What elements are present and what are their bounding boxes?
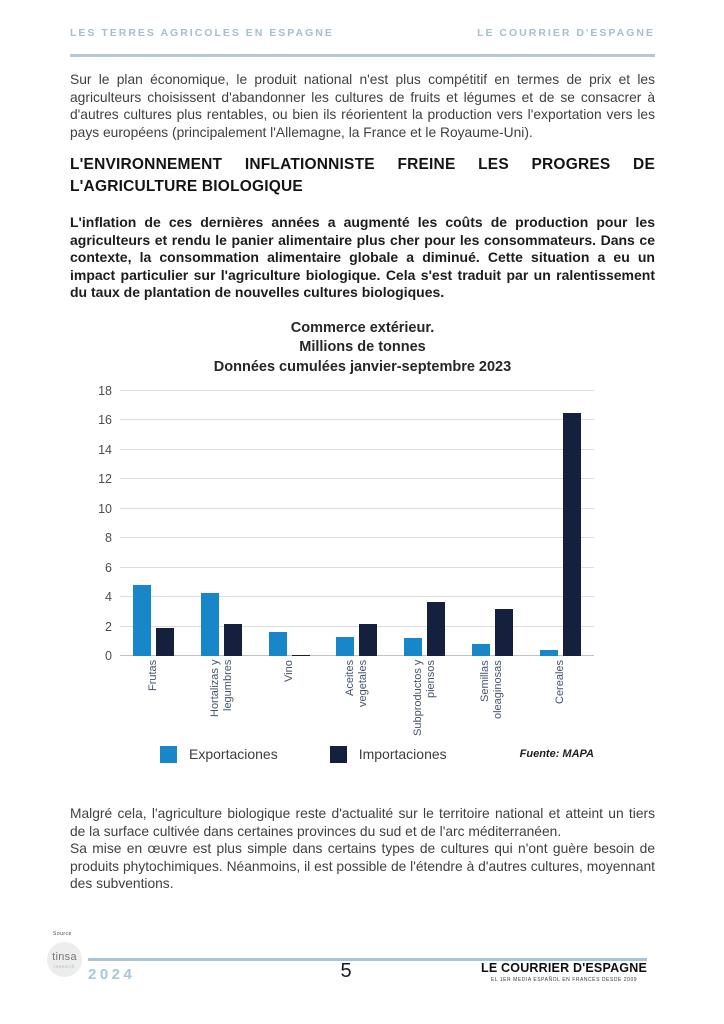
footer-rule	[88, 958, 647, 961]
y-tick-label-4: 4	[105, 590, 112, 605]
bar-group-cereales	[526, 391, 594, 656]
x-axis-label: Hortalizas y legumbres	[208, 660, 234, 718]
gridline-0	[120, 655, 594, 656]
x-label-cell: Subproductos y piensos	[391, 656, 459, 742]
legend-item-importaciones: Importaciones	[329, 745, 447, 763]
bar-group-aceites-vegetales	[323, 391, 391, 656]
bar-importaciones-subproductos-y-piensos	[427, 601, 446, 656]
legend-label-importaciones: Importaciones	[358, 746, 447, 762]
bar-group-semillas-oleaginosas	[459, 391, 527, 656]
gridline-12	[120, 478, 594, 480]
bar-exportaciones-hortalizas-y-legumbres	[201, 592, 220, 656]
page-number: 5	[340, 960, 352, 982]
bar-importaciones-semillas-oleaginosas	[494, 608, 513, 656]
bar-group-frutas	[120, 391, 188, 656]
x-label-cell: Cereales	[526, 656, 594, 742]
chart-plot: 0 2 4 6 8 10 12 14 16 18	[98, 384, 594, 663]
brand-name: LE COURRIER D'ESPAGNE	[481, 961, 647, 975]
x-label-cell: Semillas oleaginosas	[459, 656, 527, 742]
x-axis-label: Cereales	[553, 660, 566, 705]
bar-group-hortalizas-y-legumbres	[188, 391, 256, 656]
section-heading: L'ENVIRONNEMENT INFLATIONNISTE FREINE LE…	[70, 156, 655, 195]
y-tick-label-14: 14	[98, 442, 112, 457]
bar-group-vino	[255, 391, 323, 656]
y-tick-label-12: 12	[98, 472, 112, 487]
chart-caption: Données cumulées janvier-septembre 2023	[213, 358, 512, 375]
footer-brand: LE COURRIER D'ESPAGNE EL 1ER MEDIA ESPAÑ…	[481, 961, 647, 983]
y-tick-label-0: 0	[105, 649, 112, 663]
closing-block: Malgré cela, l'agriculture biologique re…	[70, 805, 655, 893]
tinsa-logo-text: tinsa	[52, 950, 77, 963]
closing-paragraph-1: Malgré cela, l'agriculture biologique re…	[70, 806, 655, 839]
gridline-18	[120, 390, 594, 391]
gridline-14	[120, 448, 594, 450]
brand-tagline: EL 1ER MEDIA ESPAÑOL EN FRANCÉS DESDE 20…	[490, 977, 638, 983]
chart-legend-items: Exportaciones Importaciones	[160, 745, 447, 763]
header-right-title: LE COURRIER D'ESPAGNE	[477, 27, 655, 39]
bar-exportaciones-cereales	[539, 650, 558, 656]
tinsa-logo: tinsa research	[47, 942, 82, 977]
gridline-8	[120, 537, 594, 539]
y-tick-label-18: 18	[98, 384, 112, 398]
bar-importaciones-hortalizas-y-legumbres	[224, 623, 243, 656]
legend-item-exportaciones: Exportaciones	[160, 745, 278, 763]
gridline-6	[120, 566, 594, 568]
x-axis-label: Semillas oleaginosas	[479, 660, 505, 719]
chart-source-note: Fuente: MAPA	[519, 748, 594, 760]
chart-title-block: Commerce extérieur. Millions de tonnes D…	[70, 319, 655, 378]
chart-legend-row: Exportaciones Importaciones Fuente: MAPA	[160, 744, 655, 764]
gridline-4	[120, 596, 594, 598]
x-axis-label: Vino	[282, 660, 295, 682]
bar-group-subproductos-y-piensos	[391, 391, 459, 656]
chart-title: Commerce extérieur.	[290, 319, 435, 336]
bar-importaciones-frutas	[156, 628, 175, 656]
header-left-title: LES TERRES AGRICOLES EN ESPAGNE	[70, 27, 334, 39]
bar-exportaciones-frutas	[133, 585, 152, 656]
legend-swatch-importaciones	[329, 745, 347, 763]
x-label-cell: Vino	[255, 656, 323, 742]
y-tick-label-16: 16	[98, 413, 112, 428]
bar-exportaciones-vino	[268, 632, 287, 656]
tinsa-logo-subtext: research	[54, 963, 75, 969]
footer-source-label: Source	[53, 931, 72, 937]
legend-label-exportaciones: Exportaciones	[189, 746, 278, 762]
y-tick-label-10: 10	[98, 501, 112, 516]
bar-importaciones-cereales	[562, 413, 581, 656]
x-axis-labels: Frutas Hortalizas y legumbres Vino Aceites …	[120, 656, 594, 742]
x-label-cell: Frutas	[120, 656, 188, 742]
y-tick-label-8: 8	[105, 531, 112, 546]
y-tick-label-6: 6	[105, 560, 112, 575]
bar-importaciones-vino	[291, 654, 310, 656]
y-tick-label-2: 2	[105, 619, 112, 634]
bar-exportaciones-semillas-oleaginosas	[471, 644, 490, 656]
chart-figure: Commerce extérieur. Millions de tonnes D…	[70, 319, 655, 765]
footer-year: 2024	[88, 966, 136, 983]
x-axis-label: Frutas	[147, 660, 160, 692]
bar-exportaciones-aceites-vegetales	[336, 636, 355, 656]
gridline-10	[120, 507, 594, 509]
chart-canvas: 0 2 4 6 8 10 12 14 16 18	[98, 384, 594, 663]
legend-swatch-exportaciones	[160, 745, 177, 763]
lead-paragraph: L'inflation de ces dernières années a au…	[70, 214, 655, 300]
x-axis-label: Subproductos y piensos	[411, 660, 437, 737]
bar-importaciones-aceites-vegetales	[359, 623, 378, 656]
gridline-16	[120, 419, 594, 421]
intro-paragraph: Sur le plan économique, le produit natio…	[70, 72, 655, 140]
x-axis-label: Aceites vegetales	[344, 660, 370, 708]
x-label-cell: Aceites vegetales	[323, 656, 391, 742]
gridline-2	[120, 625, 594, 627]
chart-subtitle: Millions de tonnes	[299, 339, 426, 355]
x-label-cell: Hortalizas y legumbres	[188, 656, 256, 742]
header-rule	[70, 54, 655, 57]
closing-paragraph-2: Sa mise en œuvre est plus simple dans ce…	[70, 841, 655, 891]
bar-exportaciones-subproductos-y-piensos	[404, 638, 423, 656]
page-header: LES TERRES AGRICOLES EN ESPAGNE LE COURR…	[70, 0, 655, 39]
